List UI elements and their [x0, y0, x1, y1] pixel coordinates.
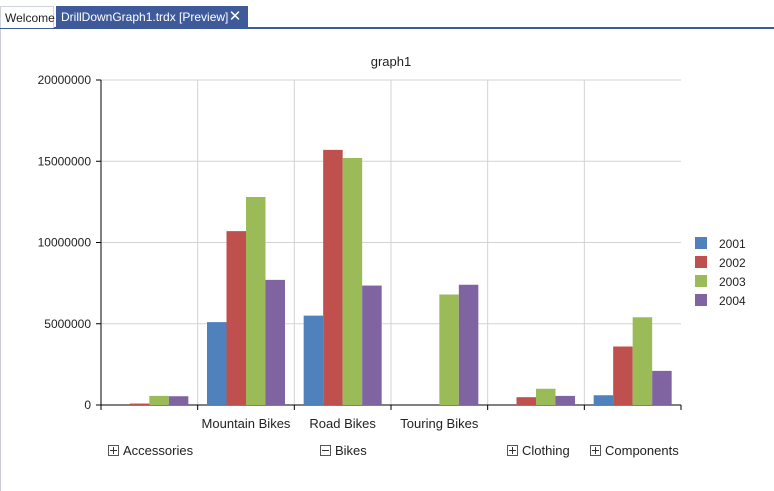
group-toggle-label: Bikes — [335, 443, 367, 458]
bar-2001 — [593, 395, 614, 405]
report-preview-area — [0, 29, 774, 491]
x-category-label: Mountain Bikes — [202, 416, 291, 431]
legend-label: 2003 — [719, 275, 746, 289]
tab-drilldown-preview-label: DrillDownGraph1.trdx [Preview] — [61, 10, 229, 24]
bar-2003 — [632, 317, 653, 405]
bar-2002 — [613, 346, 633, 405]
bar-2004 — [168, 396, 189, 405]
document-tab-bar: Welcome DrillDownGraph1.trdx [Preview] ✕ — [0, 0, 774, 29]
plus-square-icon[interactable] — [590, 444, 601, 456]
x-category-label: Touring Bikes — [400, 416, 479, 431]
group-toggle-clothing[interactable]: Clothing — [507, 443, 570, 459]
group-toggle-label: Accessories — [123, 443, 194, 458]
bar-2004 — [362, 285, 382, 405]
group-toggle-label: Components — [605, 443, 679, 458]
x-category-label: Road Bikes — [309, 416, 376, 431]
bar-2004 — [555, 395, 575, 405]
bar-2003 — [246, 197, 266, 405]
bar-2002 — [516, 397, 536, 405]
legend-swatch-2001 — [695, 237, 707, 249]
bar-2003 — [342, 158, 363, 405]
legend-swatch-2003 — [695, 275, 707, 287]
bar-2002 — [226, 231, 246, 405]
tab-drilldown-preview[interactable]: DrillDownGraph1.trdx [Preview] ✕ — [56, 6, 248, 28]
y-tick-label: 10000000 — [38, 236, 92, 250]
close-icon[interactable]: ✕ — [228, 8, 242, 25]
bar-2001 — [303, 315, 324, 405]
group-toggle-components[interactable]: Components — [590, 443, 679, 459]
legend-label: 2002 — [719, 256, 746, 270]
chart-title: graph1 — [371, 54, 411, 69]
group-toggle-accessories[interactable]: Accessories — [108, 443, 193, 459]
bar-2004 — [458, 284, 479, 405]
bar-2002 — [129, 403, 150, 405]
bar-2003 — [149, 395, 169, 405]
legend-swatch-2004 — [695, 294, 707, 306]
legend-label: 2004 — [719, 294, 746, 308]
minus-square-icon[interactable] — [320, 444, 331, 456]
bar-2004 — [652, 370, 672, 405]
legend-label: 2001 — [719, 237, 746, 251]
y-tick-label: 5000000 — [44, 317, 91, 331]
plus-square-icon[interactable] — [507, 444, 518, 456]
tab-welcome[interactable]: Welcome — [0, 6, 55, 28]
plus-square-icon[interactable] — [108, 444, 119, 456]
bar-2001 — [207, 322, 227, 405]
bar-2003 — [536, 388, 556, 405]
group-toggle-bikes[interactable]: Bikes — [320, 443, 367, 459]
bar-2002 — [323, 149, 343, 405]
bar-2003 — [439, 294, 459, 405]
legend-swatch-2002 — [695, 256, 707, 268]
y-tick-label: 20000000 — [38, 73, 92, 87]
bar-2004 — [265, 279, 285, 405]
y-tick-label: 15000000 — [38, 154, 92, 168]
tab-welcome-label: Welcome — [5, 11, 55, 25]
group-toggle-label: Clothing — [522, 443, 570, 458]
y-tick-label: 0 — [84, 398, 91, 412]
